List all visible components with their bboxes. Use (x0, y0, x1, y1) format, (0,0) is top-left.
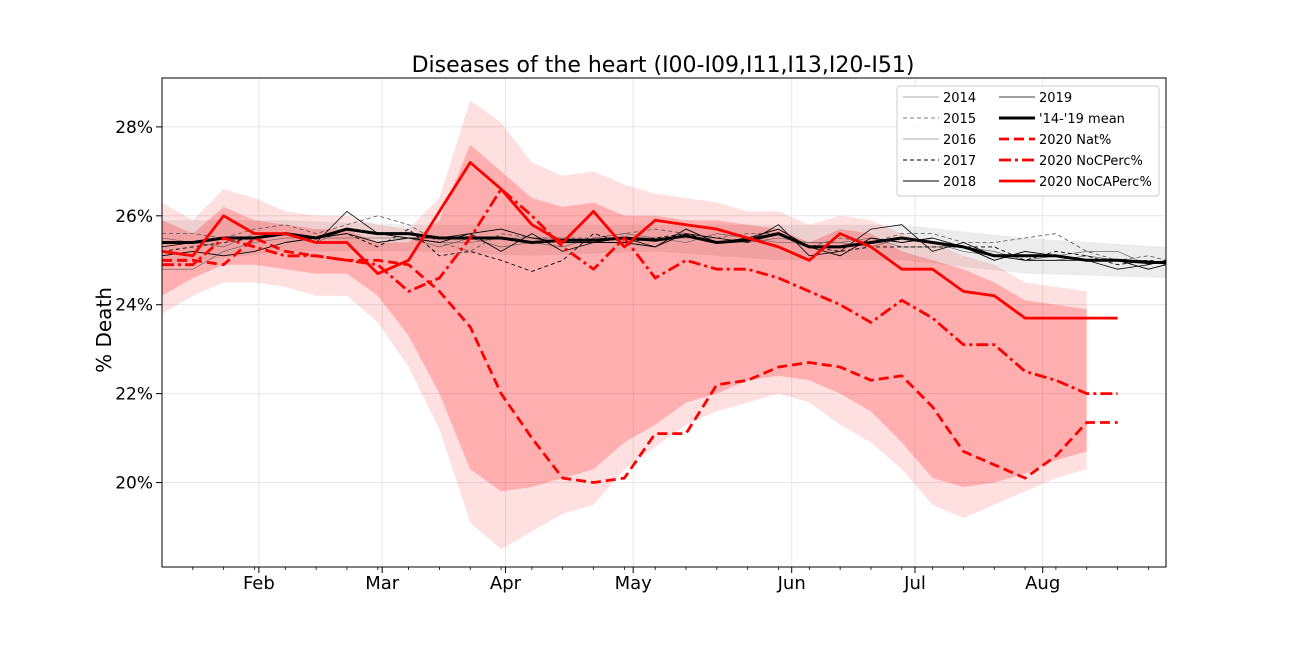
y-tick-label: 20% (115, 474, 153, 494)
x-tick-label: May (615, 573, 653, 594)
legend-label: 2015 (943, 112, 976, 127)
x-tick-label: Jun (777, 573, 806, 594)
confidence-band-1 (162, 100, 1087, 550)
legend-label: 2016 (943, 133, 976, 148)
legend-label: 2014 (943, 91, 976, 106)
series-line-1 (162, 215, 1167, 261)
legend-label: 2020 NoCAPerc% (1039, 175, 1152, 190)
series-line-6 (162, 227, 1166, 264)
plot-area: Feb Mar Apr May Jun Jul Aug 20% 22% 24% 26% 28% (115, 77, 1167, 594)
legend-label: 2018 (943, 175, 976, 190)
x-tick-label: Aug (1025, 573, 1060, 594)
series-line-9 (161, 161, 1118, 320)
y-tick-label: 26% (115, 207, 153, 227)
y-tick-label: 28% (115, 118, 153, 138)
legend-label: '14-'19 mean (1039, 112, 1125, 127)
x-tick-label: Jul (903, 573, 926, 594)
chart-title: Diseases of the heart (I00-I09,I11,I13,I… (412, 53, 915, 78)
legend-label: 2017 (943, 154, 976, 169)
y-tick-label: 24% (115, 296, 153, 316)
series-line-8 (162, 187, 1118, 396)
x-tick-label: Mar (365, 573, 400, 594)
legend-label: 2020 Nat% (1039, 133, 1111, 148)
confidence-band-2 (162, 144, 1087, 492)
series-line-5 (161, 210, 1167, 270)
legend: 2014 2015 2016 2017 2018 2019 '14-'19 mean 2020… (896, 85, 1160, 197)
legend-label: 2019 (1039, 91, 1072, 106)
y-axis-label: % Death (92, 287, 116, 373)
legend-box (896, 85, 1160, 197)
x-tick-label: Apr (490, 573, 522, 594)
x-tick-label: Feb (243, 573, 275, 594)
legend-label: 2020 NoCPerc% (1039, 154, 1143, 169)
y-tick-label: 22% (115, 385, 153, 405)
axes-frame (161, 77, 1167, 568)
